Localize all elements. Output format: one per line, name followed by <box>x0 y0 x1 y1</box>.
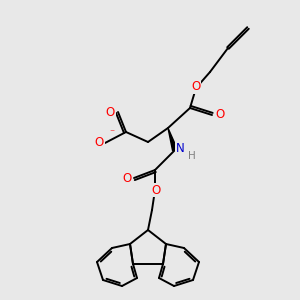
Text: N: N <box>176 142 185 155</box>
Text: H: H <box>188 151 196 161</box>
Text: O: O <box>106 106 115 118</box>
Text: O: O <box>95 136 104 148</box>
Polygon shape <box>168 128 177 151</box>
Text: O: O <box>191 80 201 94</box>
Text: O: O <box>152 184 160 196</box>
Text: O: O <box>215 109 224 122</box>
Text: ⁻: ⁻ <box>109 128 114 138</box>
Text: O: O <box>123 172 132 184</box>
